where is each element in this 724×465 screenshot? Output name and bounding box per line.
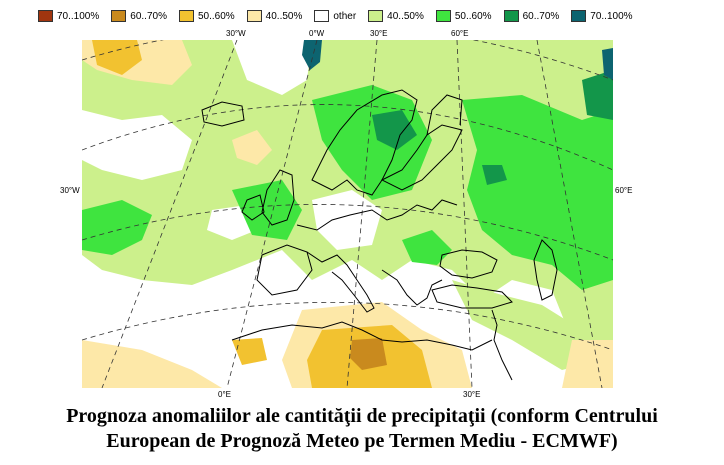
- legend-item-wet-60-70: 60..70%: [503, 10, 560, 22]
- latitude-line: [82, 301, 613, 351]
- legend-item-dry-50-60: 50..60%: [178, 10, 235, 22]
- legend-label: 50..60%: [197, 10, 235, 22]
- legend-item-dry-70-100: 70..100%: [38, 10, 99, 22]
- legend-label: 60..70%: [522, 10, 560, 22]
- wet-70-100-area: [302, 40, 322, 70]
- legend-label: 50..60%: [454, 10, 492, 22]
- caption-line-1: Prognoza anomaliilor ale cantităţii de p…: [66, 405, 658, 427]
- anomaly-fill-layer: [82, 40, 613, 388]
- legend-label: 70..100%: [57, 10, 100, 22]
- legend-label: other: [333, 10, 357, 22]
- longitude-label-top: 30°E: [370, 29, 388, 38]
- scandinavia-coast: [311, 89, 418, 196]
- latitude-line: [82, 40, 613, 81]
- other-area: [232, 40, 312, 95]
- legend-item-dry-60-70: 60..70%: [111, 10, 167, 22]
- legend-swatch: [111, 10, 127, 22]
- ireland-coast: [241, 194, 265, 221]
- turkey-coast: [431, 284, 513, 309]
- longitude-label-top: 0°W: [309, 29, 325, 38]
- wet-60-70-area: [582, 70, 613, 120]
- longitude-label-top: 60°E: [451, 29, 469, 38]
- legend-swatch: [246, 10, 262, 22]
- legend-swatch: [38, 10, 53, 22]
- latitude-line: [82, 104, 613, 171]
- longitude-line: [226, 40, 318, 388]
- wet-70-100-area: [602, 48, 613, 80]
- legend-swatch: [571, 10, 587, 22]
- longitude-line: [346, 40, 378, 388]
- legend-label: 60..70%: [130, 10, 167, 22]
- france-italy-coast: [306, 251, 375, 313]
- legend-swatch: [435, 10, 451, 22]
- europe-mainland-coast: [296, 199, 458, 231]
- coastlines: [201, 89, 558, 381]
- legend-item-dry-40-50: 40..50%: [246, 10, 303, 22]
- longitude-label-left: 30°W: [60, 186, 80, 195]
- dry-40-50-area: [232, 130, 272, 165]
- legend-label: 70..100%: [590, 10, 633, 22]
- wet-50-60-area: [82, 200, 152, 255]
- balkans-coast: [381, 269, 443, 306]
- other-area: [312, 190, 382, 250]
- legend-swatch: [314, 10, 330, 22]
- legend-swatch: [368, 10, 384, 22]
- dry-40-50-area: [562, 340, 613, 388]
- latitude-line: [82, 204, 613, 261]
- legend-swatch: [503, 10, 519, 22]
- black-sea-coast: [439, 249, 498, 279]
- other-area: [82, 110, 192, 180]
- legend-item-wet-70-100: 70..100%: [571, 10, 633, 22]
- longitude-label-top: 30°W: [226, 29, 246, 38]
- legend-label: 40..50%: [387, 10, 424, 22]
- dry-50-60-area: [92, 40, 142, 75]
- iberia-coast: [256, 244, 313, 296]
- british-isles-coast: [261, 169, 295, 226]
- dry-60-70-area: [350, 338, 387, 370]
- legend-item-other: other: [314, 10, 356, 22]
- longitude-label-bottom: 30°E: [463, 390, 481, 399]
- legend-swatch: [178, 10, 194, 22]
- map-legend: 70..100% 60..70% 50..60% 40..50% other 4…: [38, 8, 704, 24]
- caption-line-2: European de Prognoză Meteo pe Termen Med…: [106, 430, 618, 452]
- legend-label: 40..50%: [265, 10, 303, 22]
- north-africa-coast: [231, 321, 493, 351]
- longitude-line: [456, 40, 473, 388]
- wet-60-70-area: [372, 110, 417, 150]
- iceland-coast: [201, 101, 245, 127]
- legend-item-wet-40-50: 40..50%: [368, 10, 424, 22]
- wet-60-70-area: [482, 165, 507, 185]
- caspian-coast: [533, 239, 558, 301]
- finland-coast: [426, 94, 463, 136]
- map-canvas: [82, 40, 613, 388]
- precipitation-anomaly-map: [82, 40, 613, 388]
- map-caption: Prognoza anomaliilor ale cantităţii de p…: [0, 404, 724, 454]
- graticule: [82, 40, 613, 388]
- legend-item-wet-50-60: 50..60%: [435, 10, 492, 22]
- wet-50-60-area: [232, 180, 302, 240]
- longitude-label-right: 60°E: [615, 186, 633, 195]
- baltic-coast: [380, 124, 463, 191]
- dry-50-60-area: [232, 338, 267, 365]
- levant-coast: [491, 309, 513, 381]
- longitude-label-bottom: 0°E: [218, 390, 231, 399]
- wet-50-60-area: [402, 230, 452, 265]
- wet-50-60-area: [462, 95, 613, 290]
- dry-40-50-area: [82, 340, 222, 388]
